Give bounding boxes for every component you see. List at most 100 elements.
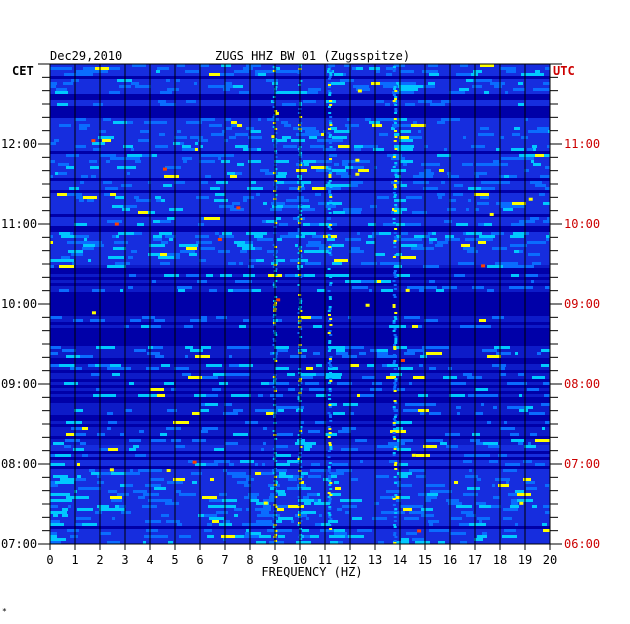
spectrogram-cell [234, 241, 245, 244]
spectrogram-cell [429, 523, 433, 526]
spectrogram-cell [449, 91, 465, 94]
spectrogram-cell [74, 223, 81, 226]
spectrogram-cell [477, 202, 489, 205]
title-station: ZUGS HHZ BW 01 (Zugsspitze) [215, 49, 410, 63]
spectrogram-cell [237, 163, 244, 166]
spectrogram-cell [243, 199, 247, 202]
spectrogram-cell [143, 541, 146, 544]
frequency-trace-0 [274, 334, 278, 336]
frequency-trace-1 [297, 312, 301, 314]
spectrogram-cell [521, 286, 533, 289]
spectrogram-cell [531, 280, 534, 283]
spectrogram-cell [202, 427, 218, 430]
spectrogram-cell [245, 241, 253, 244]
spectrogram-cell [465, 475, 478, 478]
spectrogram-cell [104, 346, 115, 349]
spectrogram-cell [325, 184, 340, 187]
spectrogram-cell [406, 196, 422, 199]
spectrogram-peak [192, 460, 197, 464]
frequency-trace-3 [393, 444, 397, 446]
spectrogram-cell [545, 511, 550, 514]
spectrogram-cell [523, 460, 532, 463]
frequency-trace-3 [394, 174, 398, 176]
spectrogram-cell [331, 64, 335, 67]
spectrogram-cell [220, 154, 234, 157]
spectrogram-cell [463, 493, 478, 496]
spectrogram-cell [210, 478, 214, 481]
spectrogram-cell [145, 520, 161, 523]
frequency-trace-3 [392, 388, 396, 390]
spectrogram-cell [399, 82, 403, 85]
spectrogram-cell [352, 67, 356, 70]
spectrogram-cell [50, 241, 53, 244]
spectrogram-cell [188, 376, 202, 379]
spectrogram-cell [365, 118, 371, 121]
frequency-trace-3 [393, 284, 397, 286]
spectrogram-cell [450, 532, 466, 535]
spectrogram-cell [380, 82, 396, 85]
spectrogram-cell [524, 445, 536, 448]
spectrogram-cell [64, 382, 78, 385]
frequency-trace-0 [272, 430, 276, 432]
spectrogram-cell [383, 223, 396, 226]
frequency-trace-2 [327, 496, 331, 498]
spectrogram-cell [368, 223, 376, 226]
spectrogram-cell [397, 511, 405, 514]
frequency-trace-3 [394, 482, 398, 484]
frequency-trace-2 [329, 488, 333, 490]
spectrogram-cell [107, 541, 120, 544]
spectrogram-cell [145, 484, 161, 487]
spectrogram-cell [237, 124, 242, 127]
spectrogram-cell [509, 286, 521, 289]
frequency-trace-0 [274, 302, 278, 304]
spectrogram-cell [235, 535, 244, 538]
frequency-trace-3 [393, 520, 397, 522]
spectrogram-cell [430, 103, 445, 106]
spectrogram-cell [510, 262, 518, 265]
spectrogram-cell [61, 256, 70, 259]
spectrogram-cell [58, 493, 70, 496]
frequency-trace-0 [274, 186, 278, 188]
frequency-trace-3 [393, 540, 397, 542]
spectrogram-cell [426, 484, 434, 487]
spectrogram-cell [543, 382, 550, 385]
spectrogram-cell [186, 100, 196, 103]
spectrogram-cell [463, 136, 466, 139]
spectrogram-cell [214, 199, 228, 202]
frequency-trace-2 [328, 92, 332, 94]
frequency-trace-3 [392, 70, 396, 72]
spectrogram-cell [90, 319, 105, 322]
spectrogram-cell [53, 514, 58, 517]
frequency-trace-1 [299, 250, 303, 252]
frequency-trace-3 [393, 272, 397, 274]
spectrogram-peak [365, 303, 370, 307]
frequency-trace-2 [327, 132, 331, 134]
spectrogram-cell [255, 523, 260, 526]
x-tick-label: 20 [543, 553, 557, 567]
spectrogram-cell [385, 103, 390, 106]
spectrogram-cell [330, 493, 341, 496]
spectrogram-cell [256, 259, 264, 262]
spectrogram-cell [279, 475, 293, 478]
frequency-trace-3 [392, 294, 396, 296]
frequency-trace-2 [328, 82, 332, 84]
spectrogram-cell [315, 250, 329, 253]
spectrogram-cell [331, 223, 337, 226]
frequency-trace-3 [392, 166, 396, 168]
spectrogram-cell [242, 523, 255, 526]
frequency-trace-2 [328, 190, 332, 192]
spectrogram-cell [379, 232, 391, 235]
spectrogram-cell [321, 133, 324, 136]
frequency-trace-2 [327, 106, 331, 108]
utc-label: UTC [553, 64, 575, 78]
spectrogram-cell [80, 181, 84, 184]
frequency-trace-0 [272, 282, 276, 284]
spectrogram-cell [469, 523, 475, 526]
frequency-trace-1 [299, 426, 303, 428]
spectrogram-cell [517, 244, 527, 247]
spectrogram-cell [136, 199, 143, 202]
spectrogram-cell [404, 517, 419, 520]
spectrogram-cell [174, 367, 189, 370]
spectrogram-cell [396, 235, 401, 238]
frequency-trace-3 [393, 382, 397, 384]
